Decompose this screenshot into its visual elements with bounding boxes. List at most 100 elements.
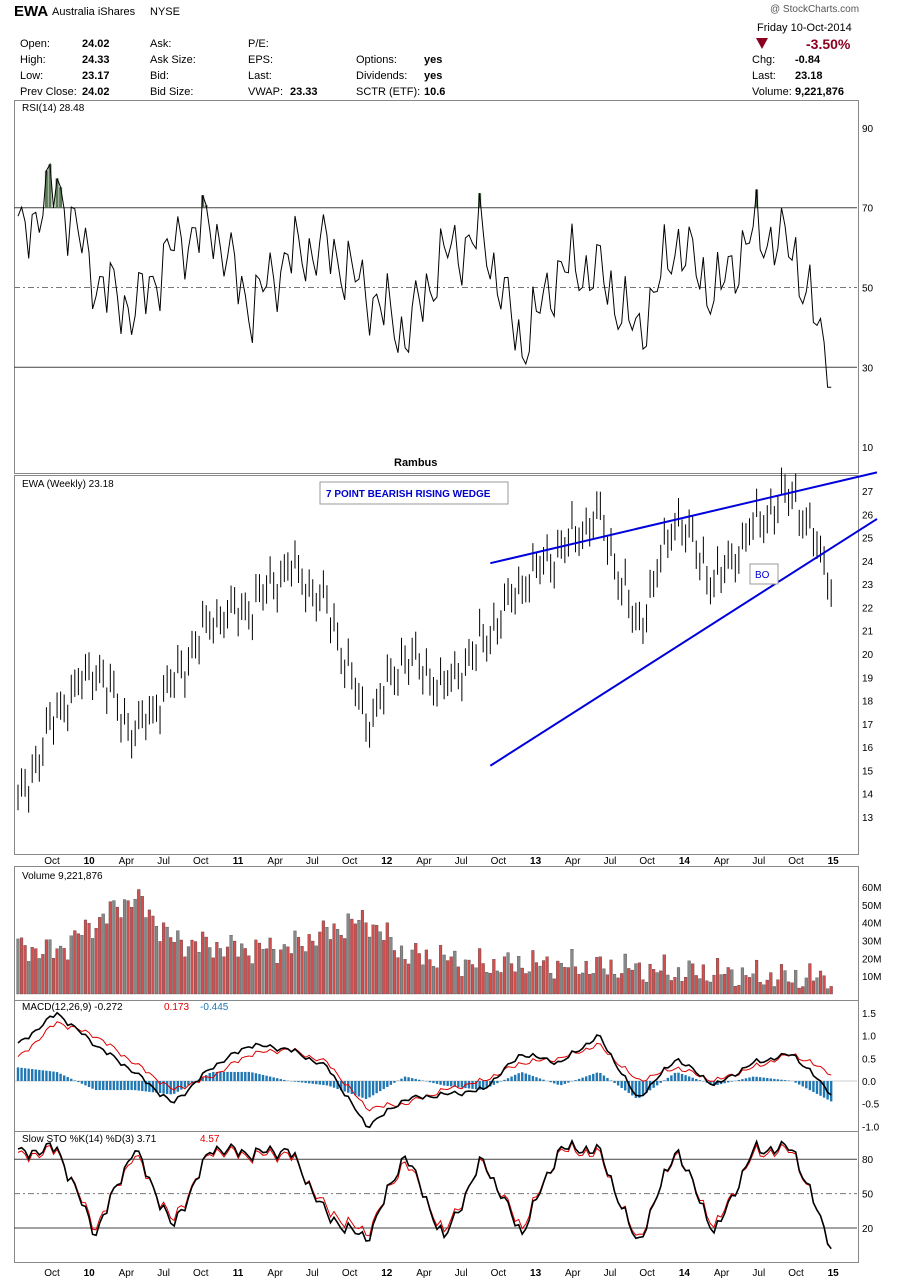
macd-histogram-bar bbox=[27, 1068, 30, 1081]
x-axis-label: Oct bbox=[639, 1268, 655, 1279]
volume-bar bbox=[669, 980, 673, 995]
volume-bar bbox=[499, 972, 503, 995]
macd-histogram-bar bbox=[66, 1077, 69, 1081]
y-axis-label: 1.0 bbox=[862, 1032, 876, 1043]
x-axis-label: Oct bbox=[44, 1268, 60, 1279]
quote-header: EWA Australia iShares NYSE @ StockCharts… bbox=[0, 0, 900, 100]
volume-bar bbox=[399, 945, 404, 995]
field-label: P/E: bbox=[248, 38, 269, 50]
volume-bar bbox=[254, 939, 258, 995]
volume-bar bbox=[98, 917, 102, 995]
macd-histogram-bar bbox=[751, 1076, 755, 1081]
volume-bar bbox=[634, 963, 638, 995]
volume-bar bbox=[726, 967, 730, 995]
macd-histogram-bar bbox=[268, 1076, 272, 1081]
volume-bar bbox=[478, 948, 482, 995]
volume-bar bbox=[296, 937, 301, 995]
macd-histogram-bar bbox=[155, 1081, 158, 1093]
macd-histogram-bar bbox=[126, 1081, 130, 1091]
volume-bar bbox=[105, 923, 109, 995]
volume-bar bbox=[673, 977, 677, 995]
y-axis-label: 20M bbox=[862, 954, 881, 965]
macd-histogram-bar bbox=[41, 1070, 45, 1081]
price-panel bbox=[14, 475, 859, 855]
macd-histogram-bar bbox=[748, 1077, 751, 1081]
volume-bar bbox=[485, 972, 489, 995]
macd-histogram-bar bbox=[737, 1079, 741, 1081]
volume-bar bbox=[737, 985, 741, 995]
y-axis-label: 14 bbox=[862, 790, 874, 801]
y-axis-label: 15 bbox=[862, 766, 874, 777]
x-axis-label: 11 bbox=[233, 1268, 244, 1279]
macd-histogram-bar bbox=[645, 1081, 648, 1093]
macd-histogram-bar bbox=[481, 1081, 485, 1090]
volume-bar bbox=[293, 930, 297, 995]
volume-bar bbox=[353, 923, 357, 995]
volume-bar bbox=[701, 964, 705, 995]
y-axis-label: 50 bbox=[862, 1190, 874, 1201]
macd-histogram-bar bbox=[173, 1081, 176, 1094]
volume-bar bbox=[641, 979, 645, 995]
y-axis-label: 40M bbox=[862, 919, 881, 930]
x-axis-label: Jul bbox=[455, 856, 468, 867]
volume-bar bbox=[772, 986, 776, 995]
macd-histogram-bar bbox=[148, 1081, 151, 1092]
y-axis-label: 10 bbox=[862, 443, 874, 454]
macd-histogram-bar bbox=[442, 1081, 446, 1086]
macd-histogram-bar bbox=[165, 1081, 169, 1094]
volume-bar bbox=[801, 986, 805, 995]
x-axis-label: Jul bbox=[306, 1268, 319, 1279]
macd-histogram-bar bbox=[393, 1081, 396, 1083]
volume-bar bbox=[396, 957, 400, 995]
volume-bar bbox=[101, 913, 105, 995]
volume-bar bbox=[392, 950, 396, 995]
macd-histogram-bar bbox=[542, 1079, 545, 1081]
macd-histogram-bar bbox=[471, 1081, 474, 1089]
field-label: Bid Size: bbox=[150, 86, 194, 98]
macd-histogram-bar bbox=[567, 1081, 570, 1083]
field-label: Bid: bbox=[150, 70, 169, 82]
macd-histogram-bar bbox=[531, 1075, 535, 1081]
macd-histogram-bar bbox=[357, 1081, 361, 1097]
volume-bar bbox=[16, 938, 20, 995]
volume-bar bbox=[492, 959, 496, 995]
volume-bar bbox=[27, 961, 31, 995]
y-axis-label: 22 bbox=[862, 603, 874, 614]
volume-bar bbox=[357, 920, 361, 995]
volume-bar bbox=[588, 974, 592, 995]
y-axis-label: 27 bbox=[862, 487, 874, 498]
breakout-annotation: BO bbox=[755, 570, 770, 581]
exchange: NYSE bbox=[150, 6, 180, 18]
volume-bar bbox=[453, 950, 457, 995]
volume-bar bbox=[708, 981, 712, 995]
volume-bar bbox=[304, 951, 308, 995]
volume-bar bbox=[421, 964, 425, 995]
volume-bar bbox=[34, 948, 38, 995]
macd-histogram-bar bbox=[812, 1081, 815, 1093]
macd-histogram-bar bbox=[87, 1081, 91, 1088]
volume-bar bbox=[80, 935, 84, 995]
volume-bar bbox=[598, 956, 602, 995]
x-axis-label: 12 bbox=[381, 1268, 393, 1279]
y-axis-label: 80 bbox=[862, 1155, 874, 1166]
macd-histogram-bar bbox=[116, 1081, 119, 1091]
macd-histogram-bar bbox=[339, 1081, 343, 1091]
x-axis-label: Jul bbox=[604, 856, 617, 867]
volume-bar bbox=[545, 956, 549, 995]
volume-bar bbox=[495, 970, 499, 995]
volume-bar bbox=[570, 949, 574, 995]
y-axis-label: 16 bbox=[862, 743, 874, 754]
macd-histogram-bar bbox=[602, 1075, 606, 1081]
macd-histogram-bar bbox=[304, 1081, 307, 1083]
volume-bar bbox=[424, 949, 428, 995]
y-axis-label: 50 bbox=[862, 284, 874, 295]
volume-bar bbox=[506, 952, 510, 995]
x-axis-label: Oct bbox=[788, 856, 804, 867]
volume-bar bbox=[51, 958, 56, 995]
macd-histogram-bar bbox=[62, 1075, 66, 1081]
volume-bar bbox=[279, 949, 283, 995]
macd-histogram-bar bbox=[592, 1073, 595, 1081]
volume-bar bbox=[698, 978, 702, 995]
macd-histogram-bar bbox=[400, 1078, 403, 1081]
macd-histogram-bar bbox=[254, 1073, 258, 1081]
